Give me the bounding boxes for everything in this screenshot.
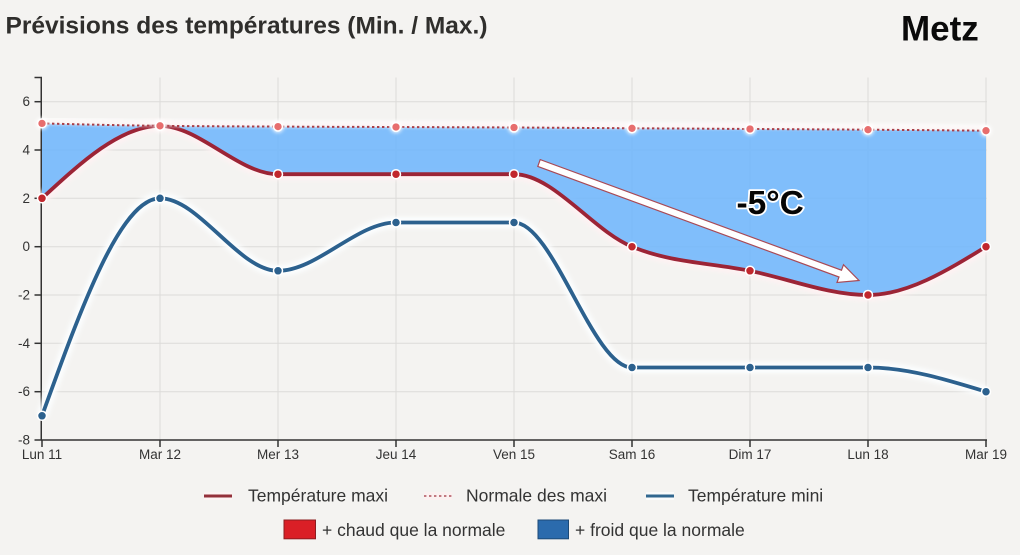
svg-text:+ chaud que la normale: + chaud que la normale (322, 520, 505, 540)
svg-text:-2: -2 (18, 288, 30, 303)
svg-text:Dim 17: Dim 17 (729, 447, 772, 462)
svg-text:0: 0 (22, 239, 30, 254)
svg-text:4: 4 (22, 143, 30, 158)
svg-text:Lun 11: Lun 11 (22, 447, 62, 462)
svg-text:Jeu 14: Jeu 14 (376, 447, 417, 462)
svg-text:Normale des maxi: Normale des maxi (466, 486, 607, 506)
svg-text:Mar 19: Mar 19 (965, 447, 1007, 462)
svg-text:Ven 15: Ven 15 (493, 447, 535, 462)
svg-text:6: 6 (22, 94, 30, 109)
svg-text:Température maxi: Température maxi (248, 486, 388, 506)
svg-text:-5°C: -5°C (737, 185, 804, 222)
svg-text:Lun 18: Lun 18 (847, 447, 888, 462)
svg-text:Sam 16: Sam 16 (609, 447, 656, 462)
svg-text:Mar 12: Mar 12 (139, 447, 181, 462)
svg-text:-4: -4 (18, 336, 30, 351)
svg-text:Prévisions des températures (M: Prévisions des températures (Min. / Max.… (6, 13, 488, 40)
svg-text:Metz: Metz (901, 10, 979, 49)
svg-text:+ froid que la normale: + froid que la normale (575, 520, 745, 540)
svg-text:-8: -8 (18, 433, 30, 448)
svg-text:Température mini: Température mini (688, 486, 823, 506)
svg-text:-6: -6 (18, 384, 30, 399)
svg-text:2: 2 (22, 191, 30, 206)
svg-text:Mer 13: Mer 13 (257, 447, 299, 462)
